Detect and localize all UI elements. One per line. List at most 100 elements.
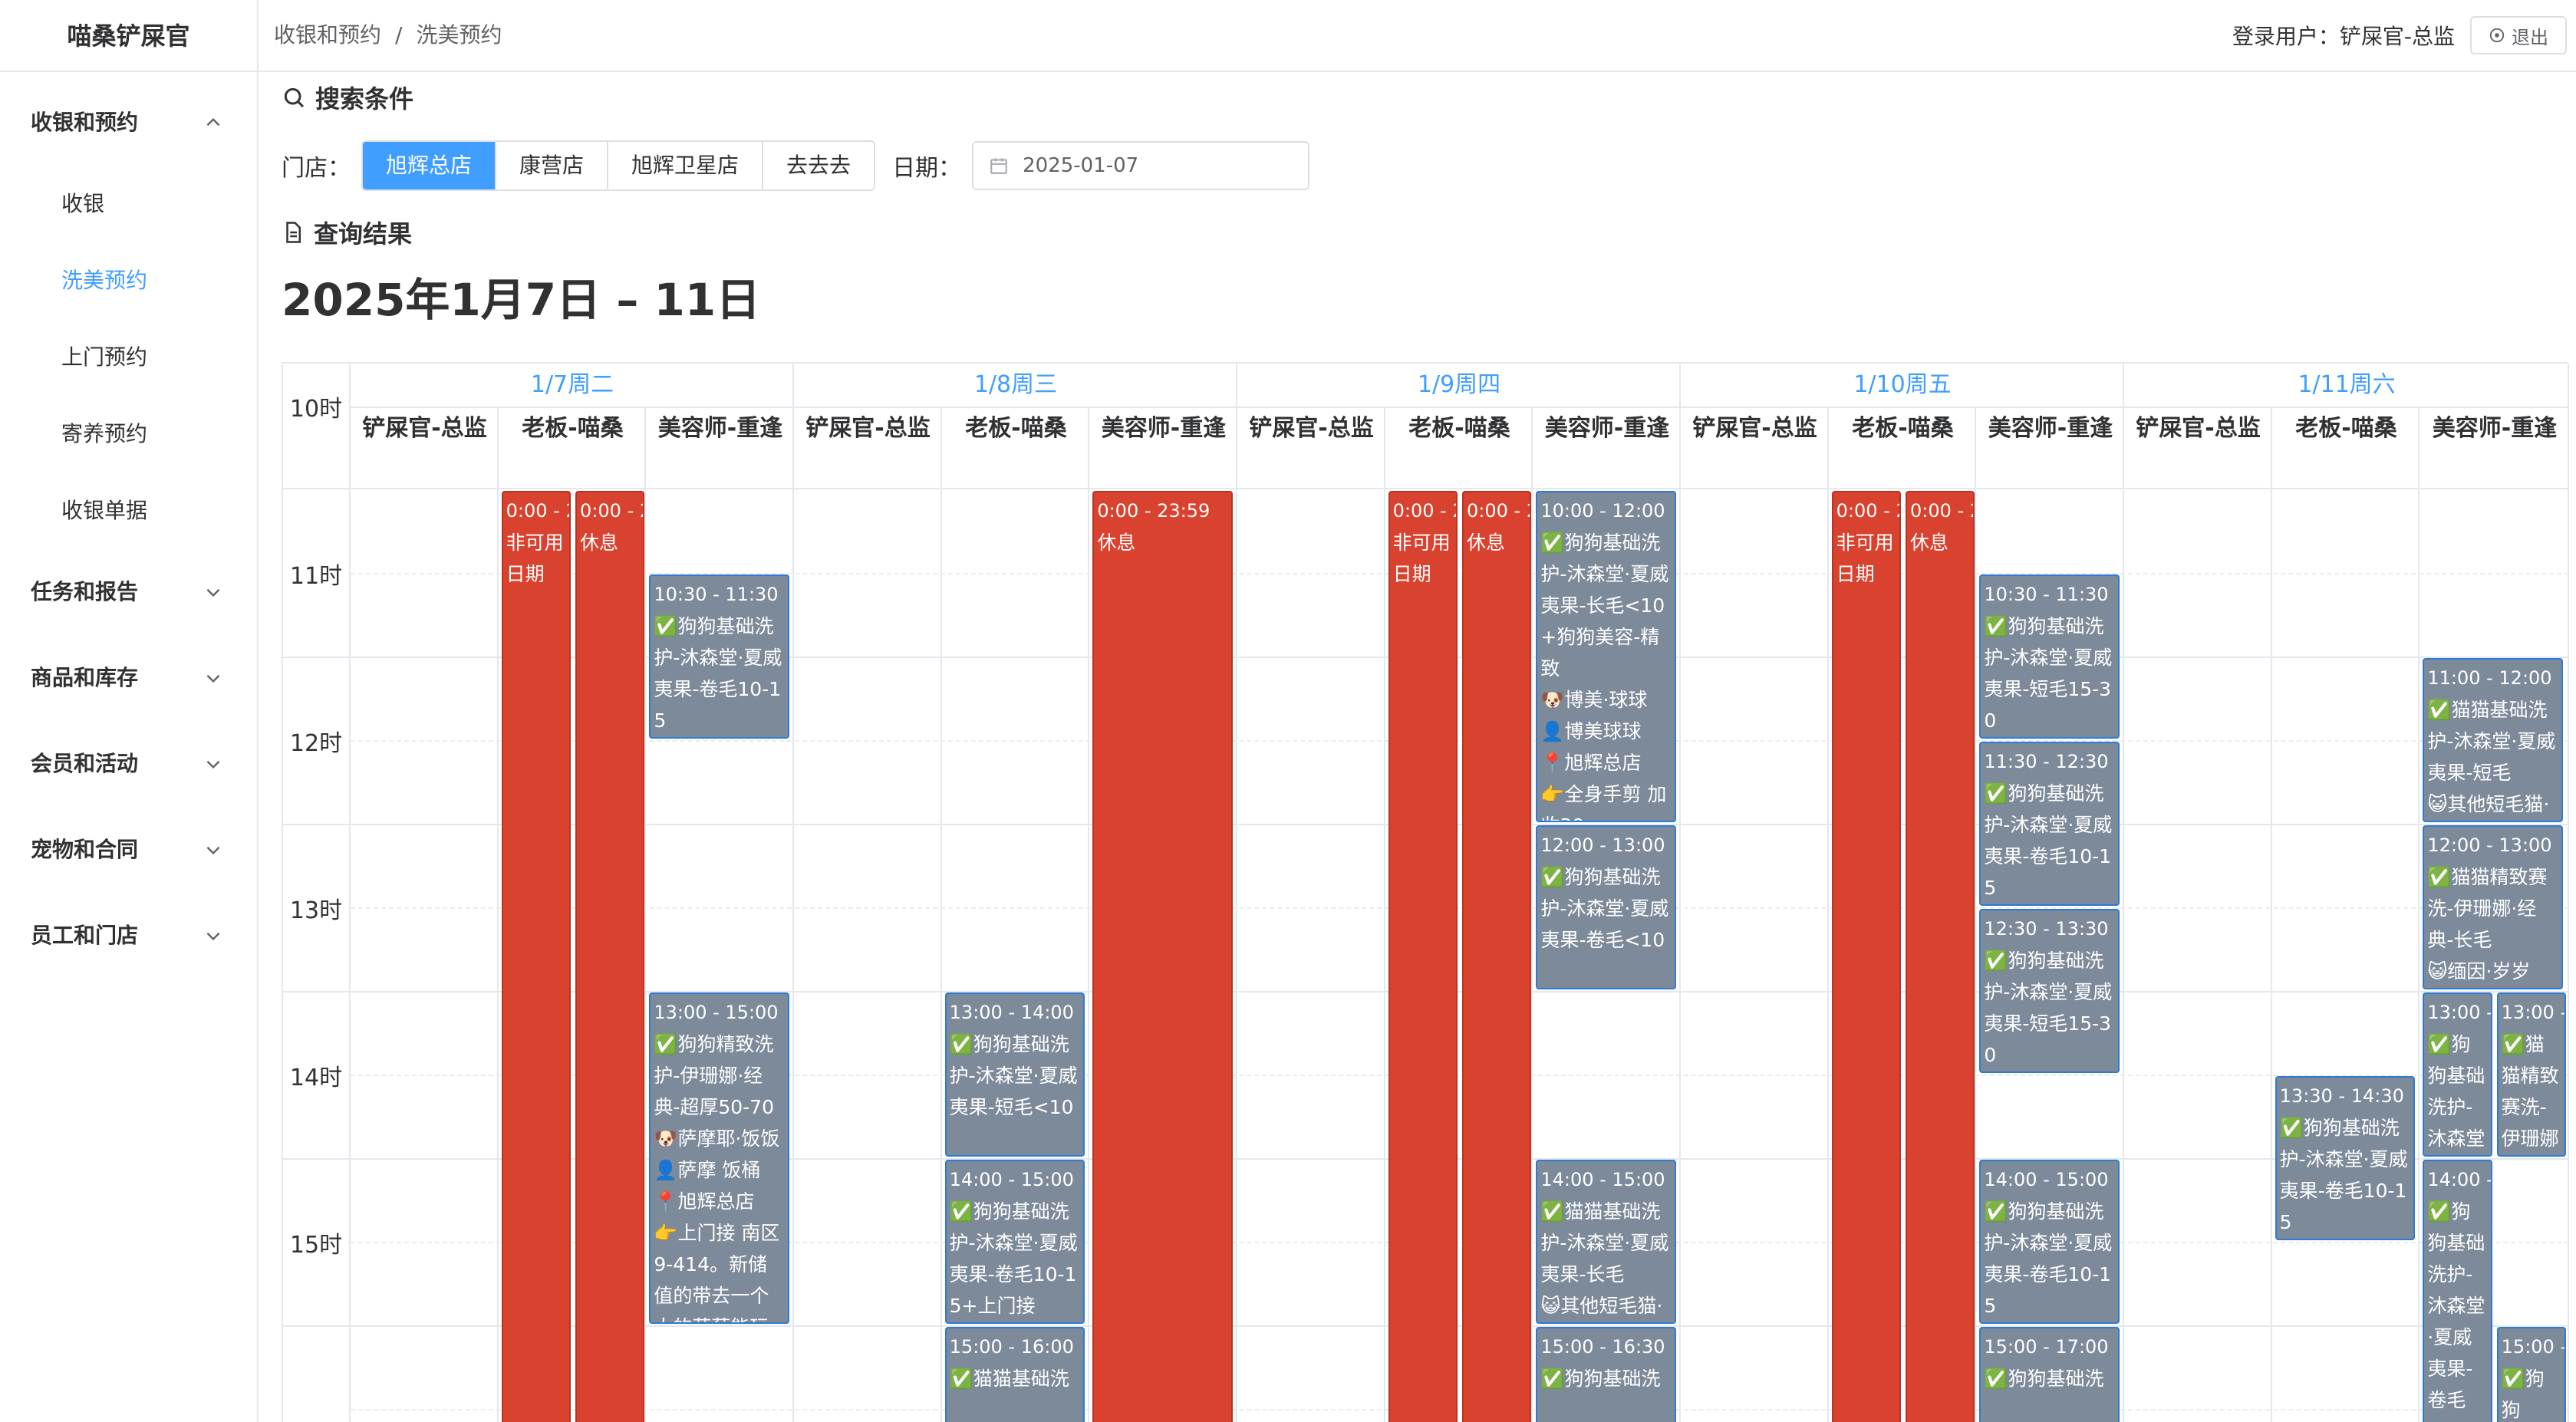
date-picker-input[interactable]: 2025-01-07 (972, 141, 1310, 190)
appointment-card[interactable]: 15:00 - 16:00 ✅猫猫基础洗 (944, 1327, 1085, 1422)
appointment-time: 0:00 - 23:59 (1836, 500, 1899, 522)
breadcrumb-item-parent[interactable]: 收银和预约 (274, 22, 382, 48)
nav-group-cashier-booking[interactable]: 收银和预约 (0, 80, 257, 166)
appointment-card[interactable]: 11:00 - 12:00 ✅猫猫基础洗护-沐森堂·夏威夷果-短毛 😺其他短毛猫· (2423, 658, 2563, 822)
appointment-detail: ✅狗狗基础洗护-沐森堂·夏威夷果-卷毛10-15 (1984, 1200, 2113, 1317)
staff-header: 铲屎官-总监 (805, 415, 931, 442)
appointment-card[interactable]: 15:00 - 16:00 ✅狗狗 (2496, 1327, 2566, 1422)
hour-label: 13时 (289, 897, 343, 924)
appointment-detail: 🐶萨摩耶·饭饭 (654, 1127, 780, 1150)
appointment-time: 10:00 - 12:00 (1540, 500, 1665, 522)
nav-group-label: 会员和活动 (31, 751, 139, 776)
appointment-card[interactable]: 14:00 - 15:00 ✅狗狗基础洗护-沐森堂·夏威夷果-卷毛10-15+上门… (944, 1160, 1085, 1324)
appointment-detail: ✅狗狗精致洗护-伊珊娜·经典-超厚50-70 (654, 1033, 774, 1118)
appointment-card[interactable]: 12:30 - 13:30 ✅狗狗基础洗护-沐森堂·夏威夷果-短毛15-30 (1979, 909, 2120, 1073)
appointment-time: 11:30 - 12:30 (1984, 751, 2109, 772)
appointment-card[interactable]: 0:00 - 23:59 非可用日期 (1831, 491, 1901, 1422)
appointment-card[interactable]: 14:00 - 15:00 ✅狗狗基础洗护-沐森堂·夏威夷果-卷毛10-15 (1979, 1160, 2120, 1324)
store-option-ququq`[interactable]: 去去去 (763, 142, 875, 189)
appointment-card[interactable]: 0:00 - 23:59 非可用日期 (1388, 491, 1458, 1422)
appointment-time: 13:30 - 14:30 (2279, 1085, 2404, 1107)
appointment-card[interactable]: 13:30 - 14:30 ✅狗狗基础洗护-沐森堂·夏威夷果-卷毛10-15 (2275, 1076, 2416, 1240)
results-section-title: 查询结果 (282, 215, 412, 250)
logout-button[interactable]: 退出 (2470, 16, 2567, 54)
store-option-xuhui-satellite[interactable]: 旭辉卫星店 (608, 142, 764, 189)
appointment-time: 13:00 - 14:00 (2427, 1002, 2490, 1023)
grid-line (496, 407, 499, 1422)
nav-item-cashier[interactable]: 收银 (61, 191, 105, 216)
grid-line (351, 1075, 2569, 1076)
appointment-card[interactable]: 0:00 - 23:59 休息 (1906, 491, 1975, 1422)
appointment-detail: ✅狗狗基础洗护-沐森堂·夏威夷果-短毛15-30 (1984, 950, 2113, 1066)
nav-item-boarding-booking[interactable]: 寄养预约 (61, 421, 148, 446)
appointment-detail: 休息 (580, 532, 619, 554)
nav-group-label: 商品和库存 (31, 665, 139, 690)
appointment-time: 0:00 - 23:59 (1910, 500, 1973, 522)
appointment-detail: ✅狗狗 (2501, 1368, 2545, 1421)
grid-line (2568, 364, 2569, 1422)
breadcrumb: 收银和预约 / 洗美预约 (274, 0, 502, 71)
appointment-card[interactable]: 13:00 - 14:00 ✅猫猫精致赛洗-伊珊娜·经典 (2496, 992, 2566, 1157)
appointment-time: 14:00 - 16:00 (2427, 1169, 2490, 1190)
appointment-detail: ✅狗狗基础洗护-沐森堂·夏威夷果-卷毛10-15+上门接 (949, 1200, 1078, 1317)
chevron-down-icon (206, 932, 220, 941)
appointment-card[interactable]: 0:00 - 23:59 休息 (1462, 491, 1532, 1422)
grid-line (792, 364, 794, 1422)
nav-group-pets-contracts[interactable]: 宠物和合同 (0, 807, 257, 893)
document-icon (286, 222, 301, 243)
appointment-card[interactable]: 14:00 - 16:00 ✅狗狗基础洗护-沐森堂·夏威夷果-卷毛 (2423, 1160, 2492, 1422)
nav-group-tasks-reports[interactable]: 任务和报告 (0, 549, 257, 635)
appointment-card[interactable]: 0:00 - 23:59 休息 (1092, 491, 1233, 1422)
power-icon (2489, 28, 2505, 43)
appointment-card[interactable]: 10:00 - 12:00 ✅狗狗基础洗护-沐森堂·夏威夷果-长毛<10+狗狗美容… (1536, 491, 1676, 822)
appointment-detail: ✅狗狗基础洗护-沐森堂·夏威夷果-卷毛10-15 (654, 615, 782, 732)
store-label: 门店： (282, 155, 351, 182)
appointment-card[interactable]: 12:00 - 13:00 ✅猫猫精致赛洗-伊珊娜·经典-长毛 😺缅因·岁岁 (2423, 825, 2563, 989)
appointment-detail: ✅狗狗基础洗护-沐森堂·夏威夷果-卷毛 (2427, 1200, 2485, 1411)
day-header: 1/9周四 (1417, 371, 1501, 398)
day-header: 1/10周五 (1853, 371, 1952, 398)
nav-item-cashier-receipts[interactable]: 收银单据 (61, 498, 148, 523)
appointment-card[interactable]: 10:30 - 11:30 ✅狗狗基础洗护-沐森堂·夏威夷果-短毛15-30 (1979, 574, 2120, 739)
nav-item-grooming-booking[interactable]: 洗美预约 (61, 268, 148, 293)
appointment-card[interactable]: 12:00 - 13:00 ✅狗狗基础洗护-沐森堂·夏威夷果-卷毛<10 (1536, 825, 1676, 989)
appointment-card[interactable]: 13:00 - 14:00 ✅狗狗基础洗护-沐森堂·夏 (2423, 992, 2492, 1157)
appointment-card[interactable]: 13:00 - 14:00 ✅狗狗基础洗护-沐森堂·夏威夷果-短毛<10 (944, 992, 1085, 1157)
staff-header: 老板-喵桑 (1408, 415, 1510, 442)
appointment-time: 10:30 - 11:30 (654, 584, 779, 605)
appointment-time: 10:30 - 11:30 (1984, 584, 2109, 605)
nav-group-goods-inventory[interactable]: 商品和库存 (0, 635, 257, 721)
appointment-detail: ✅狗狗基础洗护-沐森堂·夏 (2427, 1033, 2485, 1150)
grid-line (1679, 364, 1681, 1422)
appointment-card[interactable]: 15:00 - 16:30 ✅狗狗基础洗 (1536, 1327, 1676, 1422)
staff-header: 美容师-重逢 (657, 415, 783, 442)
appointment-time: 0:00 - 23:59 (506, 500, 569, 522)
appointment-time: 12:30 - 13:30 (1984, 918, 2109, 940)
appointment-detail: 👤萨摩 饭桶 (654, 1159, 761, 1181)
appointment-card[interactable]: 15:00 - 17:00 ✅狗狗基础洗 (1979, 1327, 2120, 1422)
appointment-detail: ✅狗狗基础洗护-沐森堂·夏威夷果-卷毛<10 (1540, 866, 1669, 951)
appointment-card[interactable]: 11:30 - 12:30 ✅狗狗基础洗护-沐森堂·夏威夷果-卷毛10-15 (1979, 742, 2120, 906)
appointment-card[interactable]: 14:00 - 15:00 ✅猫猫基础洗护-沐森堂·夏威夷果-长毛 😺其他短毛猫· (1536, 1160, 1676, 1324)
appointment-card[interactable]: 10:30 - 11:30 ✅狗狗基础洗护-沐森堂·夏威夷果-卷毛10-15 (649, 574, 789, 739)
nav-item-home-visit-booking[interactable]: 上门预约 (61, 344, 148, 370)
nav-group-members-activities[interactable]: 会员和活动 (0, 721, 257, 807)
staff-header: 铲屎官-总监 (362, 415, 487, 442)
appointment-card[interactable]: 0:00 - 23:59 休息 (575, 491, 645, 1422)
appointment-card[interactable]: 0:00 - 23:59 非可用日期 (501, 491, 571, 1422)
staff-header: 美容师-重逢 (1988, 415, 2113, 442)
search-icon (284, 87, 305, 108)
appointment-card[interactable]: 13:00 - 15:00 ✅狗狗精致洗护-伊珊娜·经典-超厚50-70 🐶萨摩耶·… (649, 992, 789, 1324)
appointment-detail: ✅狗狗基础洗 (1984, 1368, 2104, 1390)
chevron-down-icon (206, 846, 220, 855)
store-option-kangying[interactable]: 康营店 (496, 142, 609, 189)
store-option-xuhui-main[interactable]: 旭辉总店 (363, 142, 497, 189)
appointment-detail: ✅狗狗基础洗护-沐森堂·夏威夷果-短毛15-30 (1984, 615, 2113, 732)
grid-line (351, 1242, 2569, 1243)
appointment-time: 11:00 - 12:00 (2427, 667, 2552, 689)
nav-group-staff-stores[interactable]: 员工和门店 (0, 893, 257, 979)
appointment-detail: 😺其他短毛猫· (1540, 1295, 1663, 1317)
appointment-time: 15:00 - 17:00 (1984, 1336, 2109, 1358)
appointment-time: 15:00 - 16:00 (949, 1336, 1074, 1358)
appointment-detail: 🐶博美·球球 (1540, 689, 1648, 711)
